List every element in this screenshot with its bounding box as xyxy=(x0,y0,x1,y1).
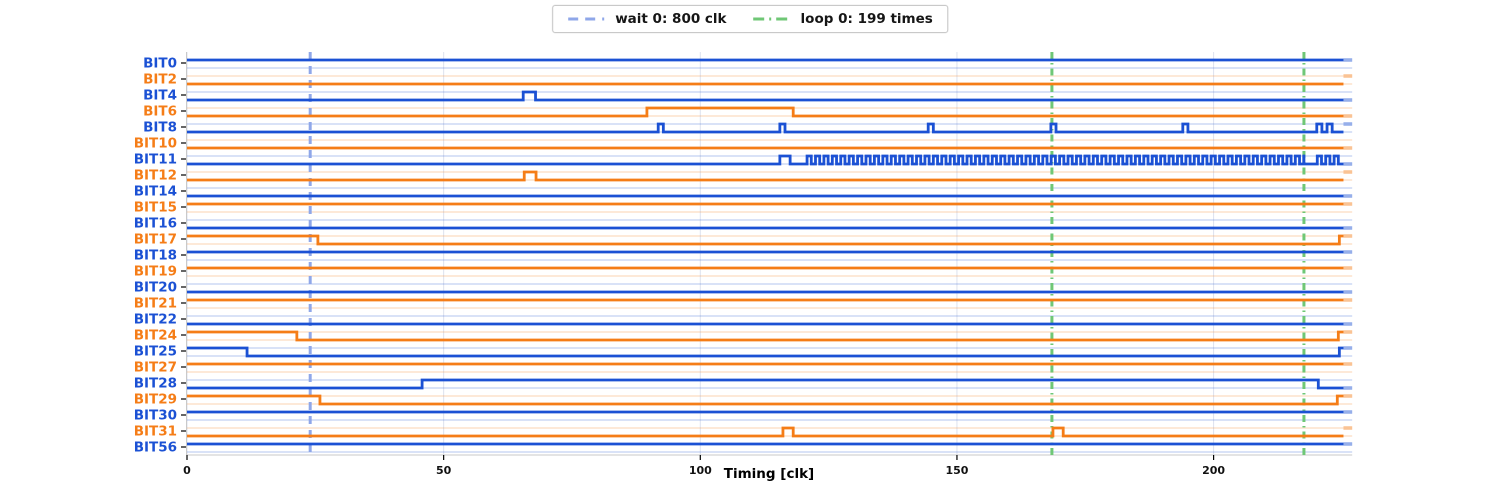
signal-label-BIT31: BIT31 xyxy=(134,424,177,440)
legend-item-wait: wait 0: 800 clk xyxy=(567,11,727,27)
signal-label-BIT24: BIT24 xyxy=(134,328,177,344)
signal-label-BIT8: BIT8 xyxy=(143,120,177,136)
signal-label-BIT25: BIT25 xyxy=(134,344,177,360)
signal-label-BIT11: BIT11 xyxy=(134,152,177,168)
signal-label-BIT18: BIT18 xyxy=(134,248,177,264)
x-tick-label-50: 50 xyxy=(436,464,452,477)
signal-label-BIT29: BIT29 xyxy=(134,392,177,408)
signal-label-BIT2: BIT2 xyxy=(143,72,177,88)
signal-label-BIT27: BIT27 xyxy=(134,360,177,376)
x-tick-label-150: 150 xyxy=(945,464,968,477)
signal-label-BIT20: BIT20 xyxy=(134,280,177,296)
waveform-BIT4 xyxy=(187,90,1344,102)
waveform-BIT31 xyxy=(187,426,1344,438)
waveform-BIT29 xyxy=(187,394,1344,406)
x-tick-label-200: 200 xyxy=(1202,464,1225,477)
waveform-BIT17 xyxy=(187,234,1344,246)
x-tick-label-0: 0 xyxy=(183,464,191,477)
signal-label-BIT22: BIT22 xyxy=(134,312,177,328)
waveform-BIT12 xyxy=(187,170,1344,182)
legend-item-loop: loop 0: 199 times xyxy=(753,11,933,27)
waveform-BIT8 xyxy=(187,122,1344,134)
signal-label-BIT16: BIT16 xyxy=(134,216,177,232)
waveform-BIT11 xyxy=(187,154,1344,166)
signal-label-BIT10: BIT10 xyxy=(134,136,177,152)
waveform-BIT25 xyxy=(187,346,1344,358)
legend-label-wait: wait 0: 800 clk xyxy=(615,11,727,27)
signal-label-BIT30: BIT30 xyxy=(134,408,177,424)
signal-label-BIT17: BIT17 xyxy=(134,232,177,248)
wait-dashed-line-icon xyxy=(568,17,605,21)
loop-dashdot-line-icon xyxy=(753,17,790,21)
x-axis-title: Timing [clk] xyxy=(723,466,815,482)
legend-label-loop: loop 0: 199 times xyxy=(800,11,933,27)
signal-label-BIT14: BIT14 xyxy=(134,184,177,200)
waveform-BIT6 xyxy=(187,106,1344,118)
waveform-BIT24 xyxy=(187,330,1344,342)
signal-label-BIT56: BIT56 xyxy=(134,440,177,456)
signal-label-BIT15: BIT15 xyxy=(134,200,177,216)
signal-label-BIT19: BIT19 xyxy=(134,264,177,280)
signal-label-BIT4: BIT4 xyxy=(143,88,177,104)
signal-label-BIT6: BIT6 xyxy=(143,104,177,120)
waveform-BIT28 xyxy=(187,378,1344,390)
x-tick-label-100: 100 xyxy=(689,464,712,477)
signal-label-BIT21: BIT21 xyxy=(134,296,177,312)
signal-label-BIT12: BIT12 xyxy=(134,168,177,184)
signal-label-BIT28: BIT28 xyxy=(134,376,177,392)
signal-label-BIT0: BIT0 xyxy=(143,56,177,72)
legend: wait 0: 800 clk loop 0: 199 times xyxy=(552,5,948,33)
